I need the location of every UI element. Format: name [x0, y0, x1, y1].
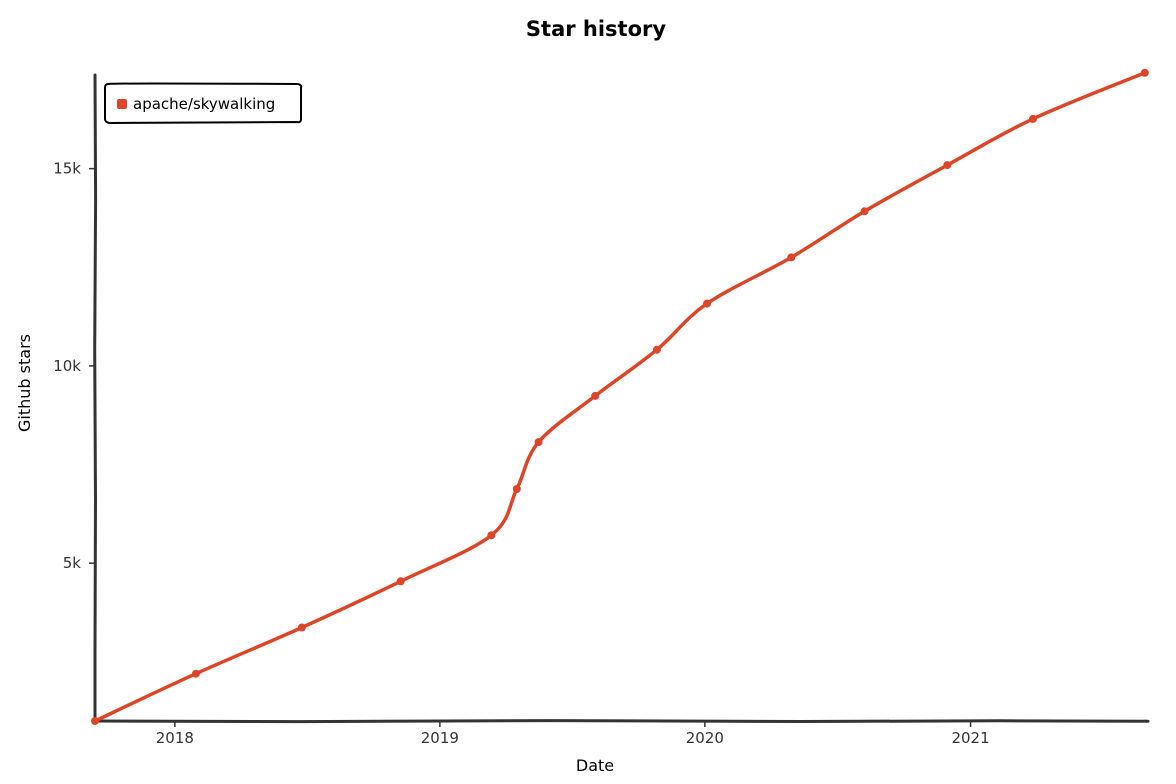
y-tick-label: 10k — [53, 357, 81, 375]
data-point — [652, 345, 661, 354]
legend-box — [104, 82, 303, 125]
x-tick-label: 2018 — [156, 729, 194, 747]
data-point — [396, 577, 405, 586]
y-axis-label: Github stars — [15, 334, 34, 432]
data-point — [534, 438, 543, 447]
x-tick-label: 2020 — [686, 729, 724, 747]
y-axis-line — [93, 73, 98, 724]
axes — [91, 73, 1150, 724]
data-point — [487, 531, 496, 540]
data-point — [860, 207, 869, 216]
x-axis-line — [91, 719, 1150, 724]
data-point — [787, 253, 796, 262]
legend-label: apache/skywalking — [133, 95, 275, 113]
data-point — [1140, 68, 1149, 77]
data-point — [297, 623, 306, 632]
y-tick-label: 5k — [63, 554, 82, 572]
data-point — [1029, 114, 1037, 123]
series-layer — [91, 68, 1149, 725]
data-point — [512, 485, 521, 493]
data-point — [943, 161, 952, 170]
y-tick-label: 15k — [53, 160, 81, 178]
legend: apache/skywalking — [104, 82, 303, 125]
x-tick-label: 2021 — [951, 729, 989, 747]
data-point — [591, 391, 600, 400]
x-axis-label: Date — [576, 756, 614, 775]
data-point — [91, 717, 99, 725]
legend-swatch — [117, 99, 127, 109]
chart-title: Star history — [526, 17, 666, 41]
data-point — [191, 669, 200, 678]
x-tick-label: 2019 — [421, 729, 459, 747]
y-ticks: 5k 10k 15k — [53, 160, 95, 572]
x-ticks: 2018 2019 2020 2021 — [156, 721, 990, 747]
data-point — [703, 299, 711, 308]
